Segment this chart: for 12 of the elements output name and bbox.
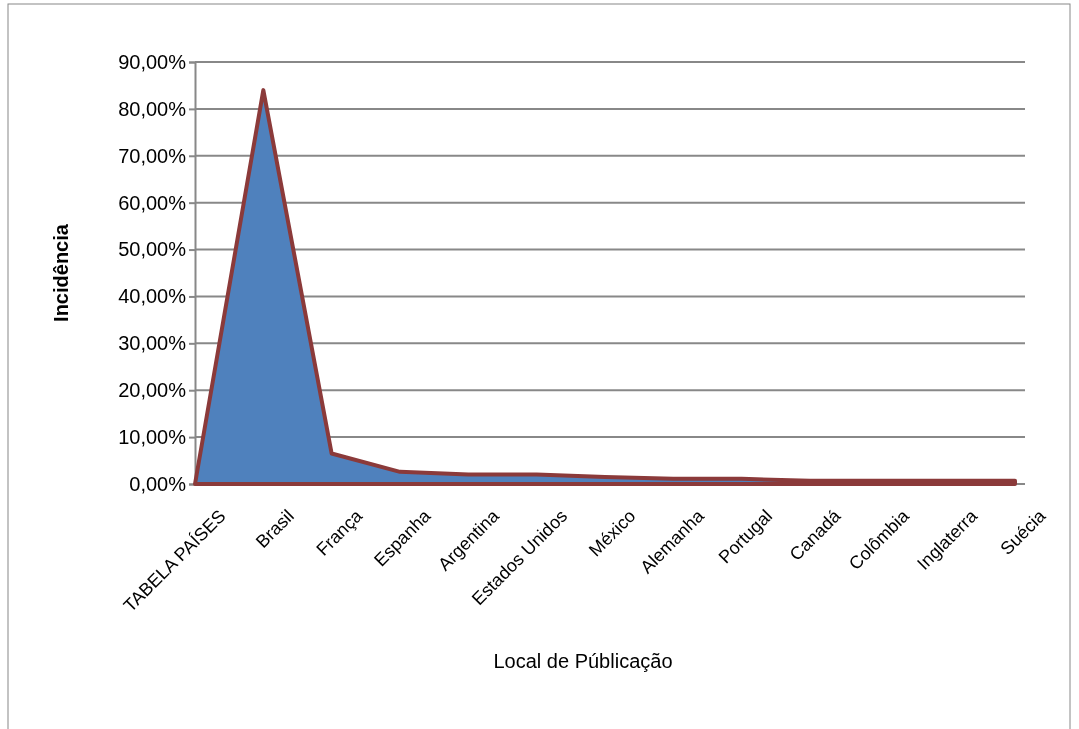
y-tick-label: 70,00% <box>118 144 187 167</box>
y-tick-label: 0,00% <box>129 472 187 495</box>
x-axis-title: Local de Públicação <box>493 650 673 672</box>
y-tick-label: 30,00% <box>118 332 187 355</box>
y-tick-label: 60,00% <box>118 191 187 214</box>
y-tick-label: 40,00% <box>118 285 187 308</box>
y-tick-label: 20,00% <box>118 379 187 402</box>
y-tick-label: 10,00% <box>118 426 187 449</box>
y-tick-label: 90,00% <box>118 50 187 73</box>
y-axis-title: Incidência <box>50 223 72 322</box>
y-tick-label: 50,00% <box>118 238 187 261</box>
y-tick-label: 80,00% <box>118 97 187 120</box>
